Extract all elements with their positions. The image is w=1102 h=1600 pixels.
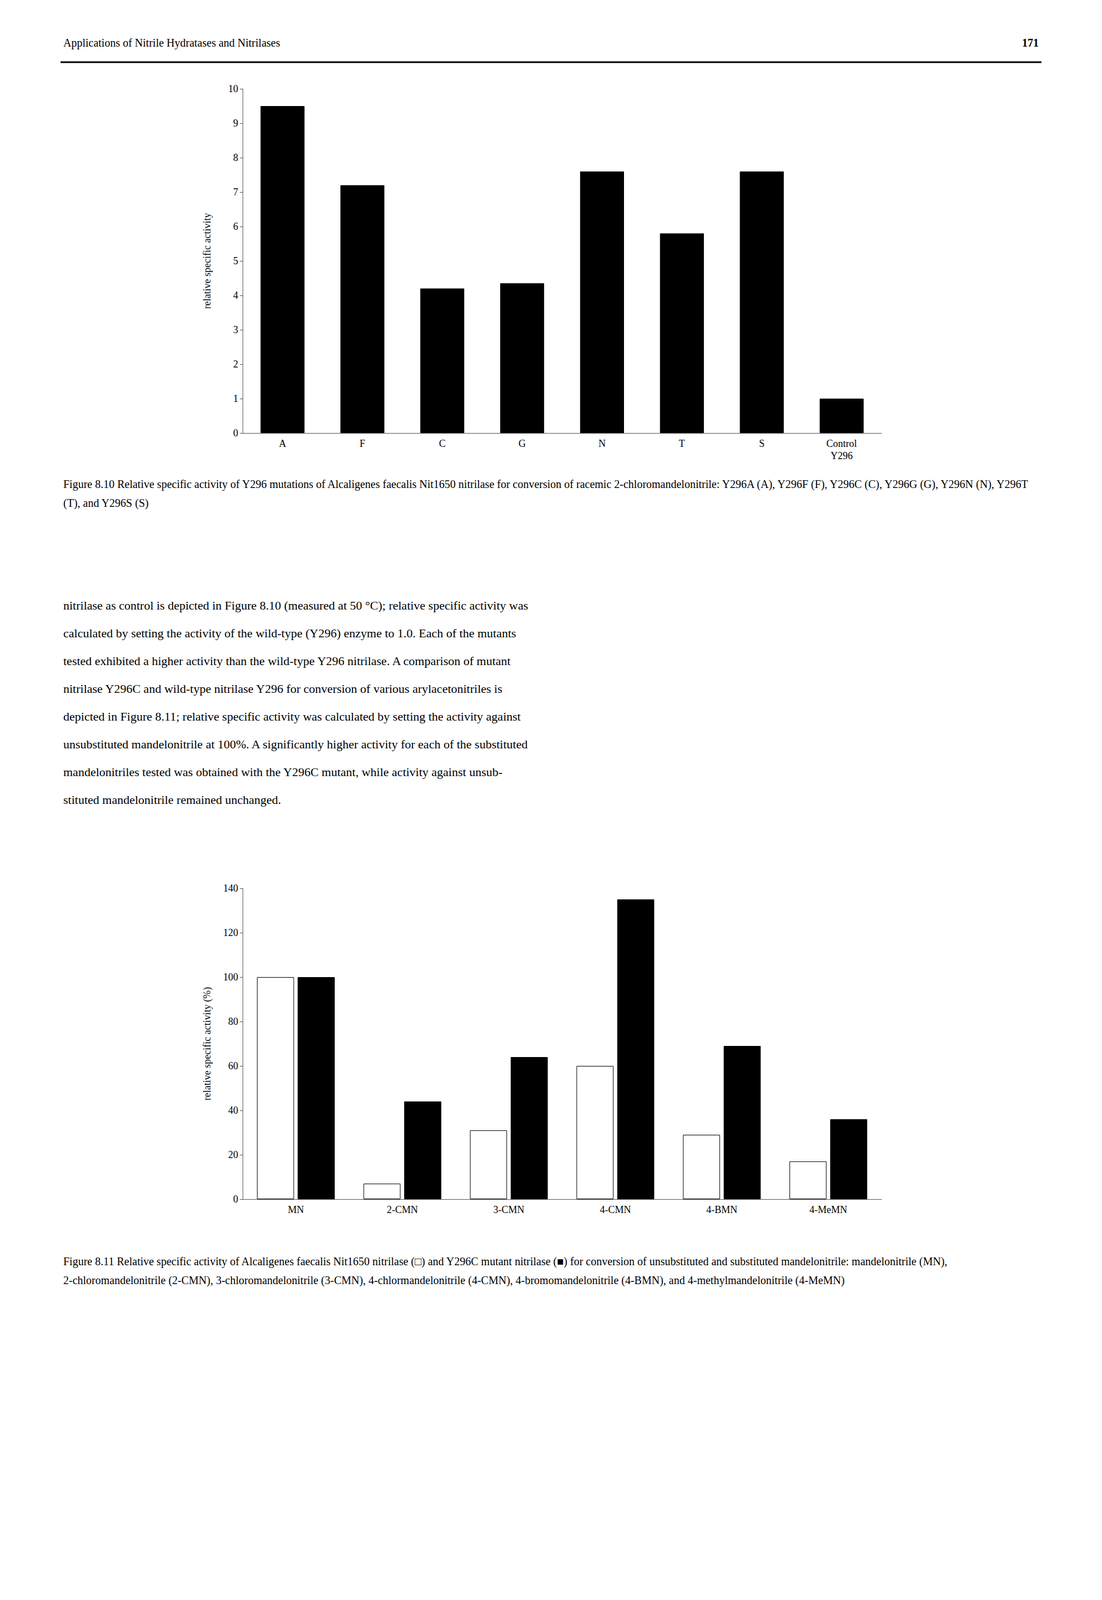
svg-text:A: A: [278, 438, 286, 450]
svg-text:2: 2: [233, 358, 239, 370]
svg-text:T: T: [678, 438, 686, 450]
svg-text:6: 6: [233, 220, 239, 233]
svg-text:MN: MN: [287, 1204, 304, 1216]
svg-text:40: 40: [228, 1104, 239, 1116]
svg-text:9: 9: [233, 117, 239, 129]
svg-text:4-MeMN: 4-MeMN: [809, 1204, 848, 1216]
svg-text:Applications of Nitrile Hydrat: Applications of Nitrile Hydratases and N…: [63, 36, 281, 50]
svg-text:F: F: [359, 438, 366, 450]
svg-text:3-CMN: 3-CMN: [493, 1204, 525, 1216]
svg-text:20: 20: [228, 1149, 239, 1161]
svg-text:120: 120: [223, 927, 239, 939]
svg-text:7: 7: [233, 186, 239, 198]
svg-text:5: 5: [233, 255, 239, 267]
svg-text:depicted in Figure 8.11; relat: depicted in Figure 8.11; relative specif…: [63, 709, 521, 724]
svg-text:nitrilase as control is depict: nitrilase as control is depicted in Figu…: [63, 598, 528, 613]
svg-text:4-BMN: 4-BMN: [706, 1204, 738, 1216]
svg-text:G: G: [518, 438, 526, 450]
svg-text:relative specific activity: relative specific activity: [201, 213, 213, 310]
svg-text:3: 3: [233, 324, 239, 336]
svg-text:mandelonitriles tested was obt: mandelonitriles tested was obtained with…: [63, 765, 503, 779]
svg-text:relative specific activity (%): relative specific activity (%): [201, 987, 214, 1101]
svg-text:S: S: [758, 438, 765, 450]
svg-text:80: 80: [228, 1015, 239, 1028]
svg-text:2-CMN: 2-CMN: [386, 1204, 419, 1216]
svg-text:C: C: [439, 438, 446, 450]
svg-text:0: 0: [233, 427, 239, 439]
svg-text:8: 8: [233, 152, 239, 164]
svg-text:0: 0: [233, 1193, 239, 1205]
svg-text:140: 140: [223, 882, 239, 894]
svg-text:4: 4: [233, 289, 239, 301]
svg-text:Figure 8.10 Relative specific: Figure 8.10 Relative specific activity o…: [63, 477, 1031, 491]
svg-text:unsubstituted mandelonitrile a: unsubstituted mandelonitrile at 100%. A …: [63, 737, 528, 752]
svg-text:100: 100: [223, 971, 239, 983]
svg-text:tested exhibited a higher acti: tested exhibited a higher activity than …: [63, 653, 511, 668]
svg-text:Figure 8.11 Relative specific: Figure 8.11 Relative specific activity o…: [63, 1255, 950, 1268]
svg-text:nitrilase Y296C and wild-type: nitrilase Y296C and wild-type nitrilase …: [63, 681, 503, 696]
svg-text:Control: Control: [826, 438, 858, 450]
svg-text:Y296: Y296: [830, 450, 853, 462]
svg-text:stituted mandelonitrile remain: stituted mandelonitrile remained unchang…: [63, 792, 281, 807]
svg-text:1: 1: [233, 393, 239, 405]
svg-text:60: 60: [228, 1060, 239, 1072]
svg-text:4-CMN: 4-CMN: [599, 1204, 631, 1216]
svg-text:calculated by setting the acti: calculated by setting the activity of th…: [63, 626, 517, 641]
svg-text:10: 10: [228, 83, 239, 95]
svg-text:N: N: [598, 438, 606, 450]
svg-text:2-chloromandelonitrile (2-CMN): 2-chloromandelonitrile (2-CMN), 3-chloro…: [63, 1274, 845, 1287]
svg-text:(T), and Y296S (S): (T), and Y296S (S): [63, 496, 149, 510]
svg-text:171: 171: [1022, 36, 1039, 49]
